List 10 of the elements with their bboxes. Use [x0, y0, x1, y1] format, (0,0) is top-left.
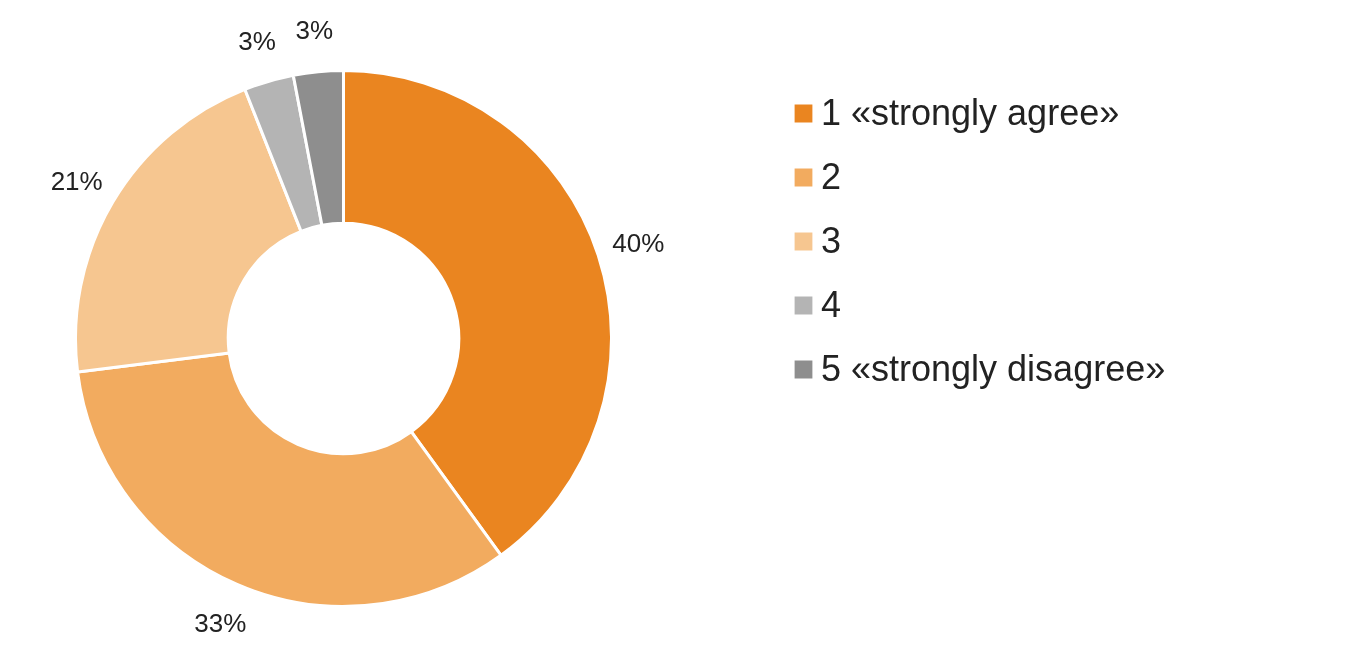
legend-label: 4	[821, 284, 842, 326]
data-label: 3%	[295, 14, 334, 45]
legend-label: 5 «strongly disagree»	[821, 348, 1166, 390]
data-label: 33%	[194, 608, 247, 638]
legend-label: 1 «strongly agree»	[821, 92, 1120, 134]
legend-label: 2	[821, 156, 842, 198]
data-label: 3%	[238, 25, 276, 56]
data-label: 40%	[612, 227, 665, 258]
legend-label: 3	[821, 220, 842, 262]
data-label: 21%	[50, 165, 103, 196]
